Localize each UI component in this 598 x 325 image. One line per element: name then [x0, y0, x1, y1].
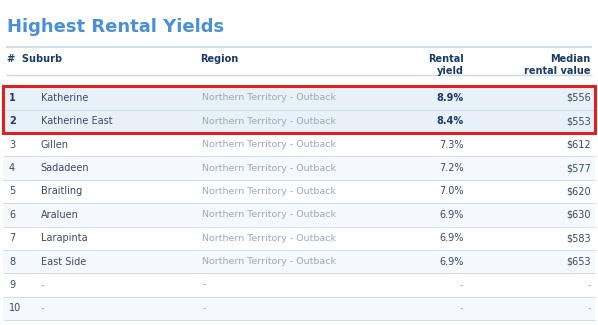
Text: 4: 4: [9, 163, 15, 173]
Text: Larapinta: Larapinta: [41, 233, 87, 243]
Text: 7.0%: 7.0%: [439, 187, 463, 196]
Text: Sadadeen: Sadadeen: [41, 163, 89, 173]
Text: #  Suburb: # Suburb: [7, 54, 62, 64]
Text: Highest Rental Yields: Highest Rental Yields: [7, 18, 224, 36]
FancyBboxPatch shape: [3, 273, 595, 297]
Text: Northern Territory - Outback: Northern Territory - Outback: [202, 93, 336, 102]
Text: East Side: East Side: [41, 257, 86, 266]
Text: 5: 5: [9, 187, 15, 196]
FancyBboxPatch shape: [3, 86, 595, 110]
Text: 6.9%: 6.9%: [439, 210, 463, 220]
Text: Northern Territory - Outback: Northern Territory - Outback: [202, 210, 336, 219]
Text: Northern Territory - Outback: Northern Territory - Outback: [202, 140, 336, 149]
Text: Braitling: Braitling: [41, 187, 82, 196]
FancyBboxPatch shape: [3, 133, 595, 156]
Text: Katherine East: Katherine East: [41, 116, 112, 126]
Text: 9: 9: [9, 280, 15, 290]
Text: -: -: [587, 280, 591, 290]
Text: Katherine: Katherine: [41, 93, 88, 103]
FancyBboxPatch shape: [3, 180, 595, 203]
Text: 7.3%: 7.3%: [439, 140, 463, 150]
Text: $577: $577: [566, 163, 591, 173]
Text: $630: $630: [566, 210, 591, 220]
Text: 8.4%: 8.4%: [437, 116, 463, 126]
Text: $556: $556: [566, 93, 591, 103]
Text: -: -: [460, 280, 463, 290]
Text: 8: 8: [9, 257, 15, 266]
Text: Northern Territory - Outback: Northern Territory - Outback: [202, 257, 336, 266]
Text: $620: $620: [566, 187, 591, 196]
FancyBboxPatch shape: [3, 156, 595, 180]
Text: Araluen: Araluen: [41, 210, 78, 220]
Text: Northern Territory - Outback: Northern Territory - Outback: [202, 163, 336, 173]
Text: Region: Region: [200, 54, 239, 64]
Text: 10: 10: [9, 304, 21, 313]
Text: Northern Territory - Outback: Northern Territory - Outback: [202, 187, 336, 196]
Text: Median
rental value: Median rental value: [524, 54, 591, 76]
FancyBboxPatch shape: [3, 203, 595, 227]
Text: 6.9%: 6.9%: [439, 233, 463, 243]
Text: -: -: [460, 304, 463, 313]
Text: 6: 6: [9, 210, 15, 220]
Text: 6.9%: 6.9%: [439, 257, 463, 266]
Text: 1: 1: [9, 93, 16, 103]
Text: -: -: [202, 280, 206, 290]
Text: -: -: [202, 304, 206, 313]
Text: $612: $612: [566, 140, 591, 150]
FancyBboxPatch shape: [3, 250, 595, 273]
Text: -: -: [587, 304, 591, 313]
Text: 7: 7: [9, 233, 15, 243]
Text: Rental
yield: Rental yield: [428, 54, 463, 76]
Text: 7.2%: 7.2%: [439, 163, 463, 173]
FancyBboxPatch shape: [3, 297, 595, 320]
FancyBboxPatch shape: [3, 227, 595, 250]
Text: -: -: [41, 304, 44, 313]
FancyBboxPatch shape: [3, 110, 595, 133]
Text: Northern Territory - Outback: Northern Territory - Outback: [202, 117, 336, 126]
Text: 3: 3: [9, 140, 15, 150]
Text: Gillen: Gillen: [41, 140, 69, 150]
Text: Northern Territory - Outback: Northern Territory - Outback: [202, 234, 336, 243]
Text: $653: $653: [566, 257, 591, 266]
Text: 8.9%: 8.9%: [437, 93, 463, 103]
Text: -: -: [41, 280, 44, 290]
Text: 2: 2: [9, 116, 16, 126]
Text: $553: $553: [566, 116, 591, 126]
Text: $583: $583: [566, 233, 591, 243]
